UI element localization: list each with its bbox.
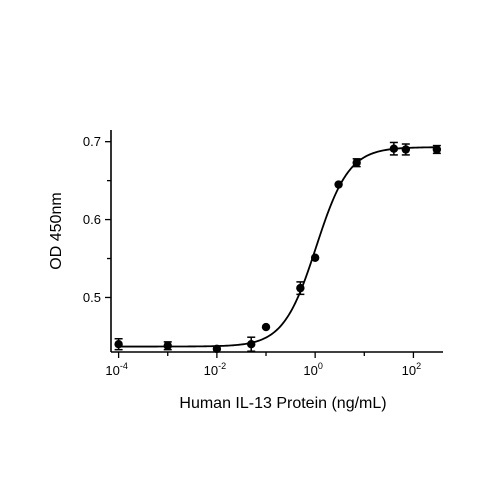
data-point [114,340,123,349]
data-points-layer [114,141,442,354]
data-point [261,322,271,332]
x-tick-label: 10-4 [105,361,127,378]
y-tick-label: 0.6 [83,212,101,227]
fit-curve-layer [118,146,437,348]
x-tick-label-exponent: -2 [218,361,226,371]
y-tick-label: 0.7 [83,134,101,149]
data-point [247,340,256,349]
x-tick-label-base: 10 [402,363,416,378]
x-tick-label-base: 10 [303,363,317,378]
fit-curve [118,146,437,348]
data-point [389,144,399,153]
data-point [432,145,442,154]
data-point [212,344,222,354]
x-tick-label-exponent: -4 [120,361,128,371]
x-tick-label: 10-2 [204,361,226,378]
data-point [334,180,343,189]
axes [110,130,443,353]
x-tick-label-exponent: 2 [416,361,421,371]
x-tick-label-exponent: 0 [318,361,323,371]
x-tick-label-base: 10 [105,363,119,378]
x-axis-title: Human IL-13 Protein (ng/mL) [179,395,386,412]
data-point [163,341,172,350]
data-point [296,283,305,293]
y-axis-title: OD 450nm [48,192,65,269]
x-tick-label: 100 [303,361,322,378]
y-tick-label: 0.5 [83,290,101,305]
data-point [401,145,411,154]
x-tick-label-base: 10 [204,363,218,378]
x-tick-label: 102 [402,361,421,378]
data-point [352,158,361,167]
data-point [310,253,320,262]
